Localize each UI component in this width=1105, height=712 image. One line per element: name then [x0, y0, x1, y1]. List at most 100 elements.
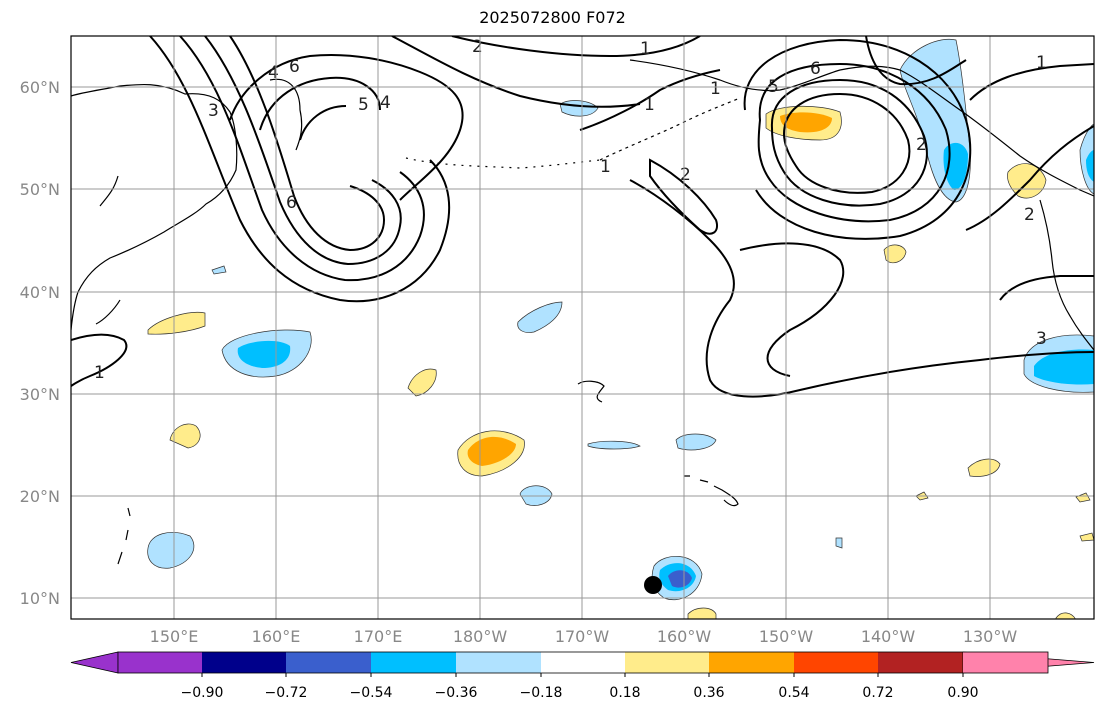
- positive-anomaly: [687, 607, 717, 619]
- contour-line: [969, 63, 1094, 101]
- negative-anomaly: [675, 433, 717, 451]
- negative-anomaly: [147, 532, 195, 569]
- colorbar-tick-label: 0.54: [778, 685, 809, 701]
- colorbar-tick-label: −0.72: [265, 685, 308, 701]
- storm-center-marker: [644, 576, 662, 594]
- colorbar-swatch: [625, 652, 709, 673]
- alaska-coast: [629, 59, 1094, 197]
- map-title: 2025072800 F072: [479, 8, 626, 27]
- colorbar-tick-label: 0.90: [947, 685, 978, 701]
- negative-anomaly: [1086, 150, 1094, 182]
- longitude-label: 180°W: [453, 627, 508, 646]
- negative-anomaly: [1034, 349, 1094, 385]
- contour-line: [579, 69, 721, 131]
- colorbar-tick-label: −0.36: [435, 685, 478, 701]
- colorbar-swatch: [202, 652, 286, 673]
- aleutian-chain: [599, 97, 741, 161]
- colorbar-tick-label: −0.90: [181, 685, 224, 701]
- contour-line: [865, 36, 967, 86]
- contour-label: 1: [640, 39, 651, 59]
- contour-label: 2: [680, 165, 691, 185]
- latitude-label: 20°N: [20, 487, 60, 506]
- midway: [577, 380, 605, 403]
- contour-label: 3: [208, 101, 219, 121]
- longitude-label: 170°W: [555, 627, 610, 646]
- positive-anomaly: [967, 458, 1001, 477]
- contour-label: 6: [286, 193, 297, 213]
- longitude-labels: 150°E 160°E 170°E 180°W 170°W 160°W 150°W 140°W…: [150, 627, 1018, 646]
- contour-line: [999, 275, 1094, 301]
- latitude-label: 60°N: [20, 78, 60, 97]
- colorbar-swatch: [286, 652, 371, 673]
- colorbar-swatch: [541, 652, 625, 673]
- colorbar-tick-label: −0.54: [350, 685, 393, 701]
- contour-line: [649, 158, 718, 235]
- contour-label: 6: [810, 59, 821, 79]
- latitude-label: 40°N: [20, 283, 60, 302]
- colorbar-swatch: [371, 652, 456, 673]
- longitude-label: 170°E: [354, 627, 403, 646]
- colorbar-extend-low: [70, 651, 119, 674]
- negative-anomaly: [835, 537, 843, 549]
- contour-label: 6: [289, 57, 300, 77]
- contour-line: [149, 36, 451, 303]
- positive-anomaly: [147, 312, 206, 335]
- positive-anomaly: [1055, 612, 1076, 619]
- negative-anomaly: [587, 440, 641, 450]
- contour-line: [757, 62, 951, 223]
- longitude-label: 150°E: [150, 627, 199, 646]
- colorbar-swatch: [456, 652, 541, 673]
- contour-line: [229, 36, 386, 252]
- latitude-labels: 60°N 50°N 40°N 30°N 20°N 10°N: [20, 78, 60, 608]
- contour-line: [629, 179, 1094, 398]
- colorbar-swatch: [118, 652, 202, 673]
- colorbar-tick-label: 0.36: [693, 685, 724, 701]
- contour-label: 2: [1024, 205, 1035, 225]
- colorbar-outline: [117, 651, 1049, 674]
- contour-line: [229, 53, 464, 201]
- longitude-label: 130°W: [963, 627, 1018, 646]
- colorbar-swatch: [794, 652, 878, 673]
- positive-anomaly: [780, 112, 832, 133]
- north-america-coast: [1039, 199, 1094, 351]
- negative-anomaly: [668, 570, 692, 588]
- negative-anomaly: [237, 340, 291, 368]
- contour-line: [965, 125, 1094, 231]
- colorbar-swatch: [963, 652, 1048, 673]
- positive-anomaly: [883, 244, 907, 264]
- colorbar-tick-label: 0.72: [862, 685, 893, 701]
- mariana-islands: [117, 507, 131, 565]
- negative-anomaly: [517, 301, 563, 333]
- contour-label: 1: [94, 363, 105, 383]
- contour-label: 3: [1036, 329, 1047, 349]
- longitude-label: 140°W: [861, 627, 916, 646]
- hawaii-islands: [684, 475, 739, 507]
- longitude-label: 150°W: [759, 627, 814, 646]
- colorbar-swatch: [709, 652, 794, 673]
- longitude-label: 160°W: [657, 627, 712, 646]
- positive-anomaly: [169, 423, 201, 449]
- contour-line: [259, 76, 381, 131]
- positive-anomaly: [1075, 492, 1091, 503]
- latitude-label: 50°N: [20, 180, 60, 199]
- colorbar-tick-label: −0.18: [520, 685, 563, 701]
- contour-label: 2: [472, 37, 483, 57]
- contour-label: 1: [644, 95, 655, 115]
- negative-anomaly: [211, 265, 227, 275]
- contour-line: [71, 333, 128, 387]
- contour-label: 4: [268, 63, 279, 83]
- longitude-label: 160°E: [252, 627, 301, 646]
- contour-label: 1: [710, 79, 721, 99]
- contour-line: [299, 105, 347, 141]
- contour-line: [743, 38, 972, 240]
- positive-anomaly: [1079, 532, 1094, 542]
- plot-frame: [70, 35, 1095, 620]
- contour-line: [770, 78, 928, 207]
- gridlines: [71, 36, 1094, 619]
- contour-line: [204, 36, 402, 266]
- colorbar-tick-labels: −0.90 −0.72 −0.54 −0.36 −0.18 0.18 0.36 0.54 0.7…: [181, 673, 979, 701]
- contour-label: 1: [1036, 53, 1047, 73]
- latitude-label: 30°N: [20, 385, 60, 404]
- contour-label: 1: [600, 157, 611, 177]
